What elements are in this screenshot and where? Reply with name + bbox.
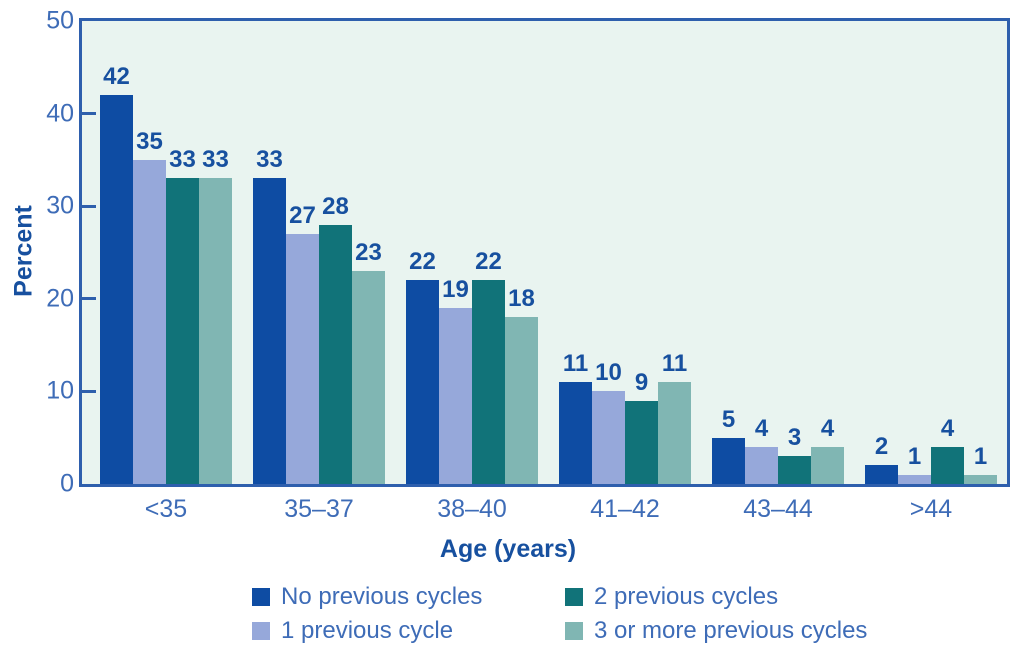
bar-value-label: 22 <box>475 248 502 276</box>
plot-area: 42 35 33 33 33 27 28 23 22 19 22 18 11 10 9 11 5 4 3 4 2 1 4 1 <box>79 18 1010 487</box>
bar-value-label: 1 <box>973 442 988 470</box>
y-tick-label: 40 <box>46 99 74 128</box>
bar-value-label: 10 <box>595 359 622 387</box>
bar <box>199 178 232 484</box>
y-tick-mark <box>82 389 96 393</box>
bar-value-label: 42 <box>103 63 130 91</box>
y-tick-label: 0 <box>60 469 74 498</box>
y-tick-mark <box>82 204 96 208</box>
y-tick-mark <box>82 112 96 116</box>
legend-item: 3 or more previous cycles <box>565 619 867 643</box>
bar <box>898 474 931 484</box>
legend-label: 2 previous cycles <box>594 583 779 610</box>
bar <box>286 233 319 484</box>
bar-value-label: 1 <box>907 442 922 470</box>
bar-value-label: 33 <box>202 146 229 174</box>
legend-item: No previous cycles <box>252 585 482 609</box>
bar-value-label: 3 <box>787 424 802 452</box>
bar-value-label: 11 <box>661 350 688 378</box>
bar-value-label: 2 <box>874 433 889 461</box>
bar <box>133 159 166 484</box>
bar <box>166 178 199 484</box>
legend-swatch <box>252 588 270 606</box>
bar-value-label: 9 <box>634 368 649 396</box>
y-tick-label: 10 <box>46 376 74 405</box>
bar-value-label: 4 <box>820 414 835 442</box>
bar <box>625 400 658 484</box>
bar-value-label: 4 <box>940 414 955 442</box>
bar-value-label: 22 <box>409 248 436 276</box>
bar-value-label: 18 <box>508 285 535 313</box>
bar <box>352 271 385 484</box>
legend-swatch <box>252 622 270 640</box>
bar-value-label: 19 <box>442 276 469 304</box>
x-tick-label: <35 <box>144 495 188 523</box>
bar-value-label: 27 <box>289 201 316 229</box>
bar <box>658 382 691 484</box>
bar <box>439 308 472 484</box>
bar-value-label: 11 <box>562 350 589 378</box>
bar <box>559 382 592 484</box>
x-tick-label: 35–37 <box>284 495 354 523</box>
legend-swatch <box>565 622 583 640</box>
bar-value-label: 33 <box>256 146 283 174</box>
bar <box>964 474 997 484</box>
bar <box>100 95 133 484</box>
x-axis-title: Age (years) <box>439 535 577 563</box>
legend-label: 3 or more previous cycles <box>594 617 868 644</box>
bar <box>505 317 538 484</box>
bars-layer: 42 35 33 33 33 27 28 23 22 19 22 18 11 10 9 11 5 4 3 4 2 1 4 1 <box>82 21 1007 484</box>
legend-label: 1 previous cycle <box>281 617 454 644</box>
y-tick-label: 30 <box>46 191 74 220</box>
bar <box>472 280 505 484</box>
bar <box>865 465 898 484</box>
bar <box>745 446 778 484</box>
bar-value-label: 35 <box>136 127 163 155</box>
bar-value-label: 33 <box>169 146 196 174</box>
bar <box>778 456 811 484</box>
bar <box>712 437 745 484</box>
bar-value-label: 23 <box>355 239 382 267</box>
bar <box>406 280 439 484</box>
bar <box>931 446 964 484</box>
x-tick-label: >44 <box>909 495 953 523</box>
y-tick-label: 50 <box>46 6 74 35</box>
y-tick-mark <box>82 297 96 301</box>
legend-swatch <box>565 588 583 606</box>
bar <box>319 224 352 484</box>
bar <box>592 391 625 484</box>
y-tick-label: 20 <box>46 284 74 313</box>
bar-value-label: 5 <box>721 405 736 433</box>
x-tick-label: 43–44 <box>743 495 813 523</box>
legend-item: 1 previous cycle <box>252 619 453 643</box>
legend-item: 2 previous cycles <box>565 585 778 609</box>
legend-label: No previous cycles <box>281 583 483 610</box>
bar-value-label: 28 <box>322 192 349 220</box>
bar <box>811 446 844 484</box>
x-tick-label: 38–40 <box>437 495 507 523</box>
bar-value-label: 4 <box>754 414 769 442</box>
bar <box>253 178 286 484</box>
x-tick-label: 41–42 <box>590 495 660 523</box>
